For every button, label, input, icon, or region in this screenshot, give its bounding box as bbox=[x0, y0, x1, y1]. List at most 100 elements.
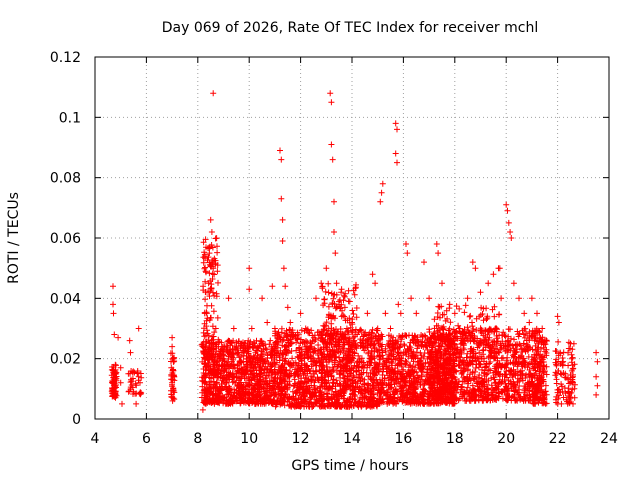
data-point bbox=[594, 382, 601, 389]
data-point bbox=[504, 207, 511, 214]
data-point bbox=[203, 364, 209, 371]
data-point bbox=[240, 393, 247, 400]
data-point bbox=[328, 99, 335, 106]
data-point bbox=[301, 339, 307, 346]
data-point bbox=[483, 316, 490, 323]
data-point bbox=[220, 348, 227, 355]
data-point bbox=[404, 250, 411, 257]
data-point bbox=[250, 353, 257, 360]
data-point bbox=[344, 373, 351, 380]
data-point bbox=[112, 361, 119, 368]
data-point bbox=[267, 387, 274, 394]
data-point bbox=[277, 147, 283, 154]
data-point bbox=[198, 394, 205, 401]
data-point bbox=[266, 341, 273, 348]
data-point bbox=[202, 387, 209, 393]
data-point bbox=[451, 310, 458, 317]
data-point bbox=[262, 345, 269, 352]
data-point bbox=[200, 343, 207, 350]
data-point bbox=[111, 331, 118, 338]
data-point bbox=[126, 337, 133, 344]
data-point bbox=[229, 361, 236, 368]
data-point bbox=[528, 295, 535, 302]
data-point bbox=[212, 235, 219, 242]
data-point bbox=[202, 296, 209, 303]
data-point bbox=[171, 373, 177, 379]
data-point bbox=[225, 400, 232, 407]
data-point bbox=[372, 280, 379, 287]
data-point bbox=[278, 156, 285, 163]
data-point bbox=[516, 295, 522, 302]
data-point bbox=[313, 295, 319, 302]
data-point bbox=[306, 346, 313, 353]
data-point bbox=[290, 383, 297, 390]
data-point bbox=[269, 384, 276, 391]
data-point bbox=[253, 381, 260, 388]
x-tick-label: 16 bbox=[394, 431, 412, 447]
data-point bbox=[332, 250, 339, 257]
data-point bbox=[211, 329, 218, 336]
data-point bbox=[201, 360, 208, 367]
data-point bbox=[234, 350, 240, 357]
data-point bbox=[312, 362, 319, 369]
data-point bbox=[325, 280, 332, 287]
data-point bbox=[207, 216, 214, 223]
data-point bbox=[351, 374, 358, 381]
data-point bbox=[215, 279, 221, 286]
data-point bbox=[301, 379, 308, 385]
data-point bbox=[112, 391, 119, 398]
data-point bbox=[230, 395, 236, 402]
data-point bbox=[363, 369, 370, 376]
data-point bbox=[408, 295, 415, 302]
data-point bbox=[228, 392, 235, 398]
data-point bbox=[257, 370, 264, 377]
data-point bbox=[278, 195, 285, 202]
data-point bbox=[271, 325, 278, 332]
data-point bbox=[319, 283, 326, 290]
data-point bbox=[272, 375, 279, 382]
data-point bbox=[277, 365, 284, 372]
data-point bbox=[317, 389, 324, 396]
data-point bbox=[364, 310, 371, 317]
data-point bbox=[373, 361, 380, 368]
data-point bbox=[242, 340, 249, 346]
data-point bbox=[483, 305, 490, 312]
data-point bbox=[282, 283, 289, 290]
data-point bbox=[205, 254, 212, 261]
data-point bbox=[204, 257, 211, 264]
data-point bbox=[214, 243, 220, 250]
data-point bbox=[201, 350, 208, 357]
data-point bbox=[505, 326, 512, 333]
data-point bbox=[490, 271, 497, 278]
data-point bbox=[358, 327, 365, 334]
data-point bbox=[262, 392, 269, 399]
data-point bbox=[334, 380, 341, 387]
data-point bbox=[351, 350, 358, 357]
data-point bbox=[244, 368, 251, 375]
data-point bbox=[555, 319, 562, 326]
data-point bbox=[228, 339, 235, 346]
data-point bbox=[201, 373, 208, 379]
data-point bbox=[266, 377, 273, 384]
data-point bbox=[207, 277, 214, 284]
data-point bbox=[128, 378, 135, 385]
data-point bbox=[206, 340, 213, 347]
data-point bbox=[262, 381, 269, 388]
data-point bbox=[211, 271, 218, 278]
data-point bbox=[421, 259, 427, 266]
data-point bbox=[126, 388, 133, 395]
data-point bbox=[350, 311, 357, 317]
data-point bbox=[301, 328, 308, 335]
data-point bbox=[268, 351, 275, 358]
data-point bbox=[258, 367, 264, 374]
data-point bbox=[214, 385, 221, 392]
data-point bbox=[205, 370, 212, 377]
data-point bbox=[225, 371, 232, 378]
data-point bbox=[226, 350, 233, 357]
data-point bbox=[233, 387, 240, 394]
data-point bbox=[461, 309, 468, 316]
data-point bbox=[263, 349, 270, 356]
data-point bbox=[209, 270, 216, 277]
data-point bbox=[110, 310, 117, 317]
data-point bbox=[265, 395, 272, 402]
